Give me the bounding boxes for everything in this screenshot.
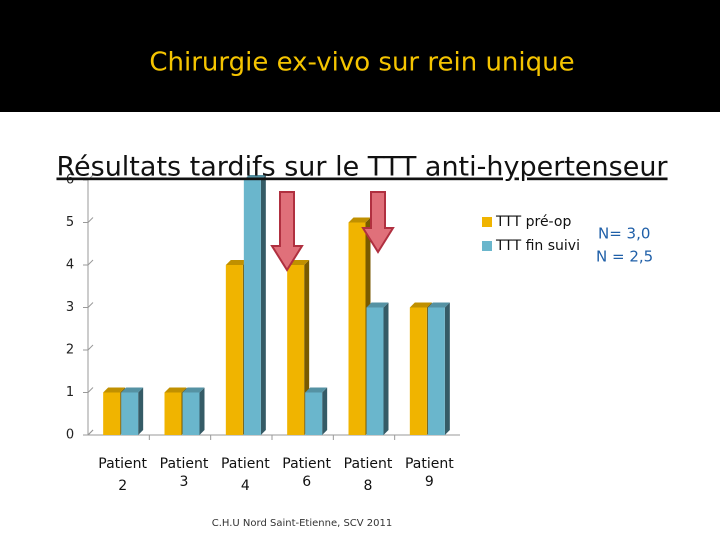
bar-front [409,307,427,435]
bar-side [383,302,389,435]
y-tick-depth [87,174,94,181]
bar-top [182,387,205,393]
slide-title: Chirurgie ex-vivo sur rein unique [149,48,574,78]
y-tick-depth [87,302,94,308]
bar-front [348,222,366,435]
x-tick-label: Patient 9 [405,456,454,490]
arrow [270,191,304,272]
legend-label: TTT pré-op [495,214,571,230]
bar-front [243,180,261,435]
bar-top [225,260,248,265]
y-tick-label: 0 [66,428,74,443]
bar-top [366,302,389,308]
bar-side [138,387,144,435]
legend-swatch [482,217,492,227]
y-tick-depth [87,387,94,393]
bar-front [225,265,243,435]
bar-top [164,387,187,393]
bar-top [243,175,266,180]
bar-top [121,387,144,393]
y-tick-depth [87,259,94,266]
y-tick-label: 4 [66,258,74,273]
bar-side [322,387,328,435]
bar [121,387,144,435]
bar [305,387,328,435]
bar-top [305,387,328,393]
bar-front [182,392,200,435]
bar [243,175,266,435]
y-tick-label: 2 [66,343,74,358]
annotation: N= 3,0 [598,225,650,243]
y-tick-label: 3 [66,300,74,315]
bar [427,302,450,435]
bar-front [305,392,323,435]
bar-top [103,387,126,393]
plot: 0 1 2 3 4 5 6 Patient 2 Patient 3 Patient 4 Patient 6 P… [66,173,460,494]
bar-front [366,307,384,435]
bar-front [164,392,182,435]
annotation: N = 2,5 [596,248,653,266]
x-tick-label: Patient 3 [160,456,209,490]
title-band [0,0,720,112]
bar-front [287,265,305,435]
y-tick-label: 6 [66,173,74,188]
bar-side [444,302,450,435]
bar-front [121,392,139,435]
bar-side [199,387,205,435]
y-tick-depth [87,344,94,351]
legend-label: TTT fin suivi [495,238,580,254]
x-tick-label: Patient 4 [221,456,270,494]
bar-front [103,392,121,435]
x-tick-label: Patient 2 [98,456,147,494]
x-tick-label: Patient 6 [282,456,331,490]
bar-side [260,175,266,435]
bar-front [427,307,445,435]
bar [366,302,389,435]
bar-top [427,302,450,308]
arrow [361,191,395,254]
bar [182,387,205,435]
y-tick-label: 1 [66,385,74,400]
bar-top [348,217,371,223]
y-tick-label: 5 [66,215,74,230]
y-tick-depth [87,429,94,436]
bar-top [409,302,432,308]
y-tick-depth [87,217,94,223]
legend-swatch [482,241,492,251]
x-tick-label: Patient 8 [344,456,393,494]
chart-title: Résultats tardifs sur le TTT anti-hypert… [56,152,668,183]
footer: C.H.U Nord Saint-Etienne, SCV 2011 [212,518,393,529]
